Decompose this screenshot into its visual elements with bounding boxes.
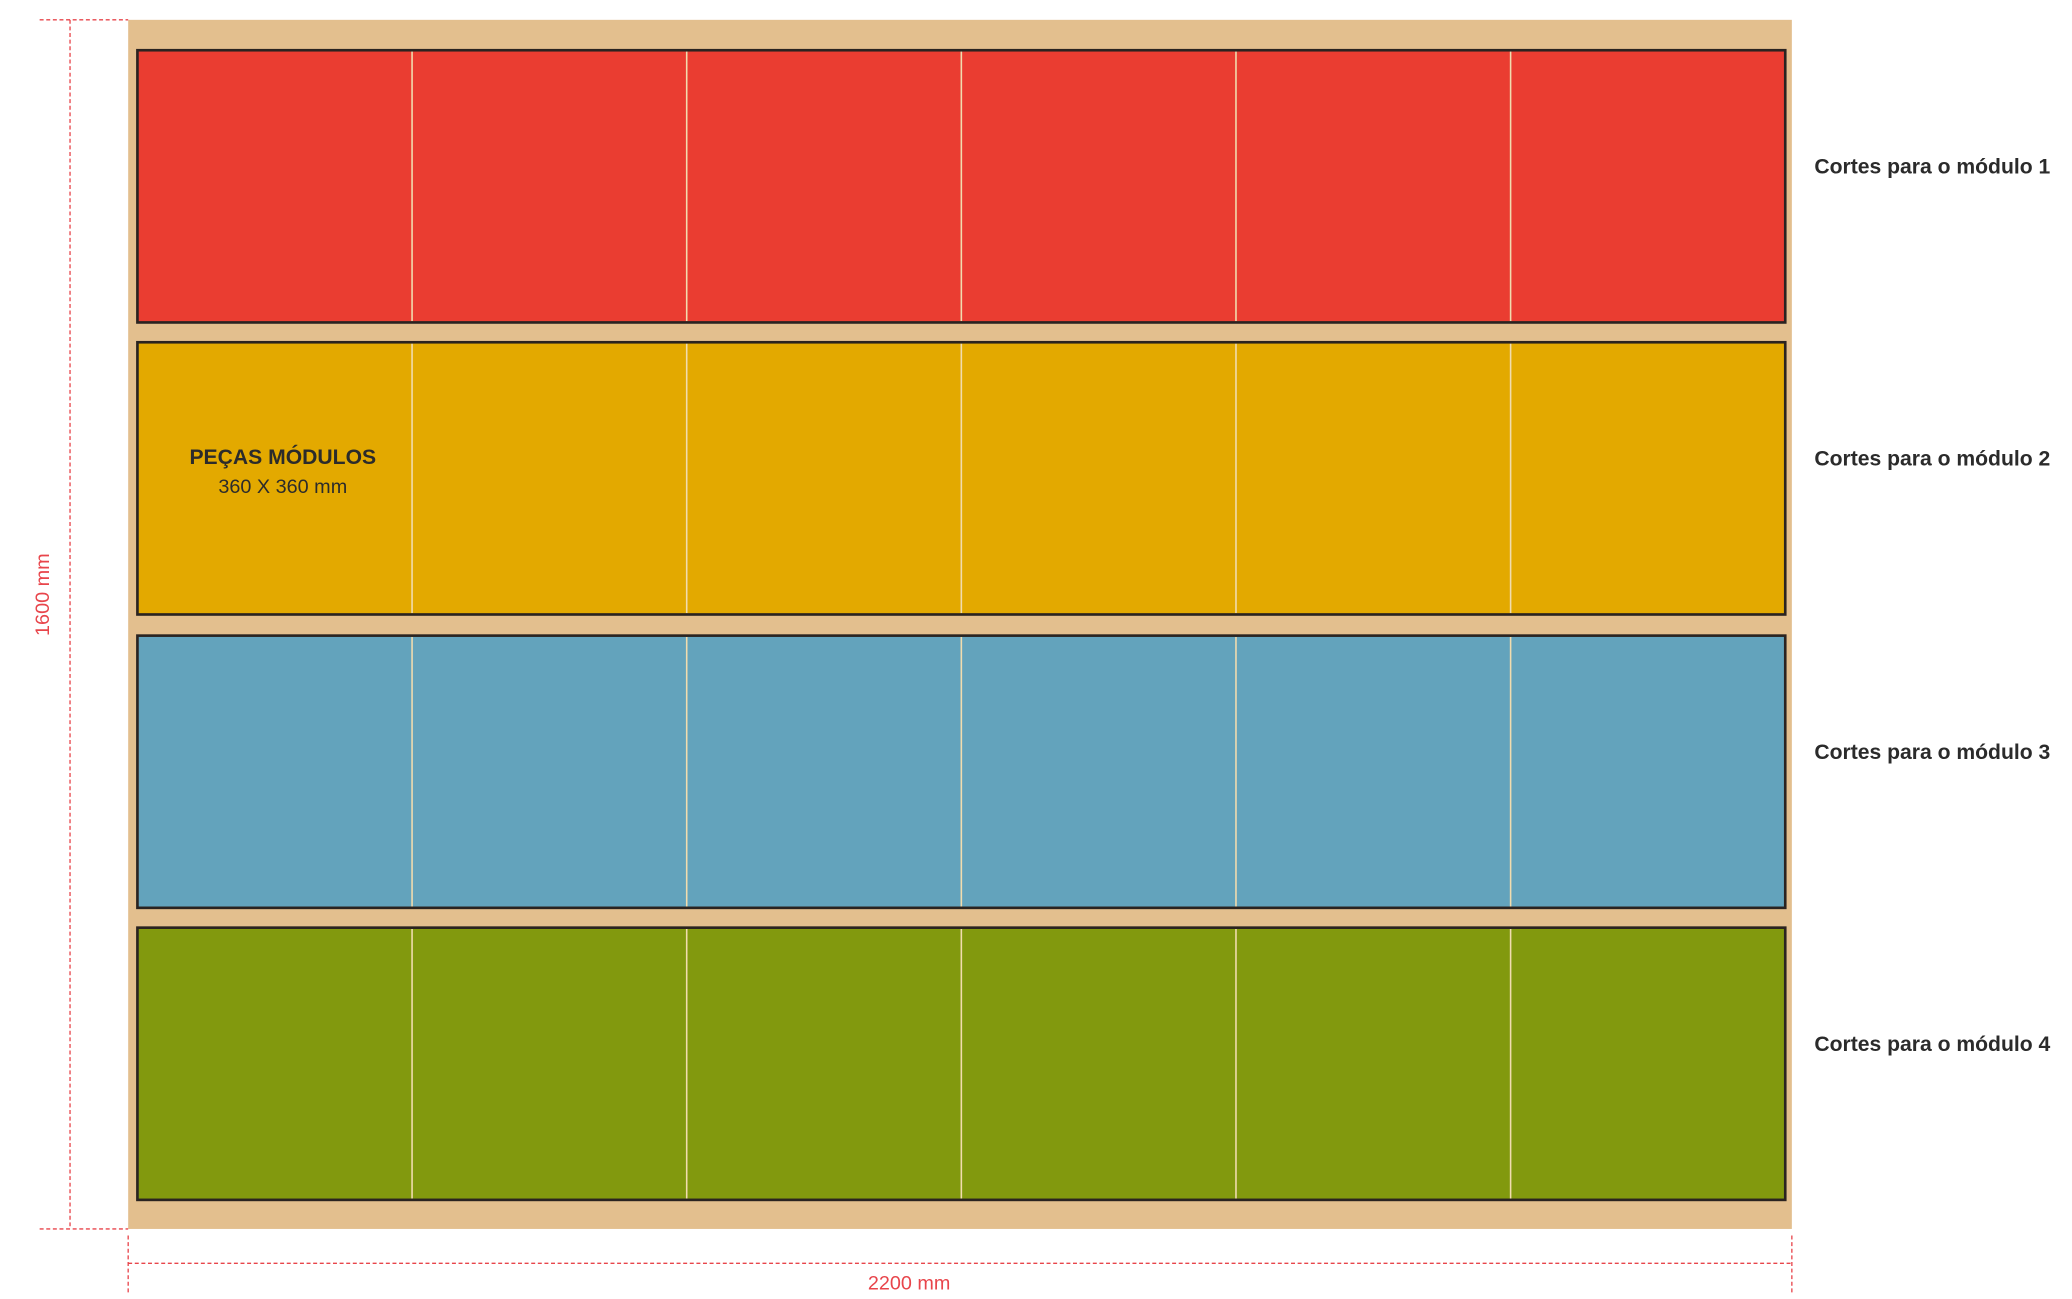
module-label: Cortes para o módulo 1 (1814, 155, 2050, 178)
module-label: Cortes para o módulo 2 (1814, 447, 2050, 470)
height-dimension-label: 1600 mm (32, 553, 54, 636)
piece-size: 360 X 360 mm (218, 476, 347, 498)
module-outline (136, 340, 1787, 616)
module-outline (136, 48, 1787, 324)
module-rows: Cortes para o módulo 1 Cortes para o módu… (136, 48, 2051, 1202)
module-label: Cortes para o módulo 3 (1814, 741, 2050, 764)
module-label: Cortes para o módulo 4 (1814, 1033, 2050, 1056)
piece-title: PEÇAS MÓDULOS (189, 445, 376, 469)
module-outline (136, 634, 1787, 910)
module-outline (136, 926, 1787, 1202)
width-dimension-label: 2200 mm (868, 1273, 951, 1295)
